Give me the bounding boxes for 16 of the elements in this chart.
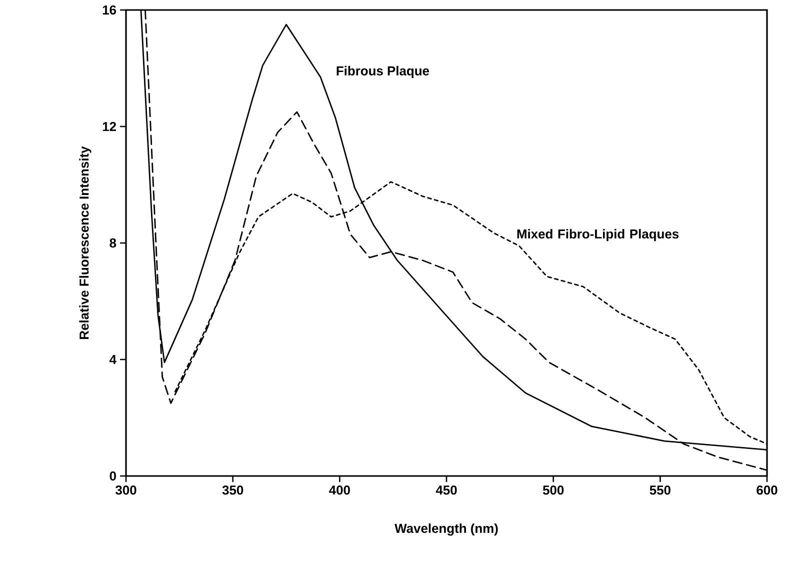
y-tick-label: 4 <box>110 355 116 364</box>
x-tick-label: 600 <box>756 485 778 495</box>
y-axis-title: Relative Fluorescence Intensity <box>79 146 92 339</box>
y-tick-label: 0 <box>110 471 116 481</box>
x-tick-label: 300 <box>115 485 136 495</box>
annotation: Fibrous Plaque <box>336 66 430 78</box>
y-tick-label: 8 <box>110 238 116 248</box>
y-tick-label: 12 <box>102 122 116 132</box>
x-tick-label: 500 <box>542 485 564 495</box>
x-axis-title: Wavelength (nm) <box>394 523 498 536</box>
y-tick-label: 16 <box>102 5 116 15</box>
x-tick-label: 400 <box>329 485 350 495</box>
x-tick-label: 550 <box>650 485 670 495</box>
x-tick-label: 350 <box>222 485 244 495</box>
annotation: Mixed Fibro-Lipid Plaques <box>517 229 679 242</box>
x-tick-label: 450 <box>436 485 457 495</box>
